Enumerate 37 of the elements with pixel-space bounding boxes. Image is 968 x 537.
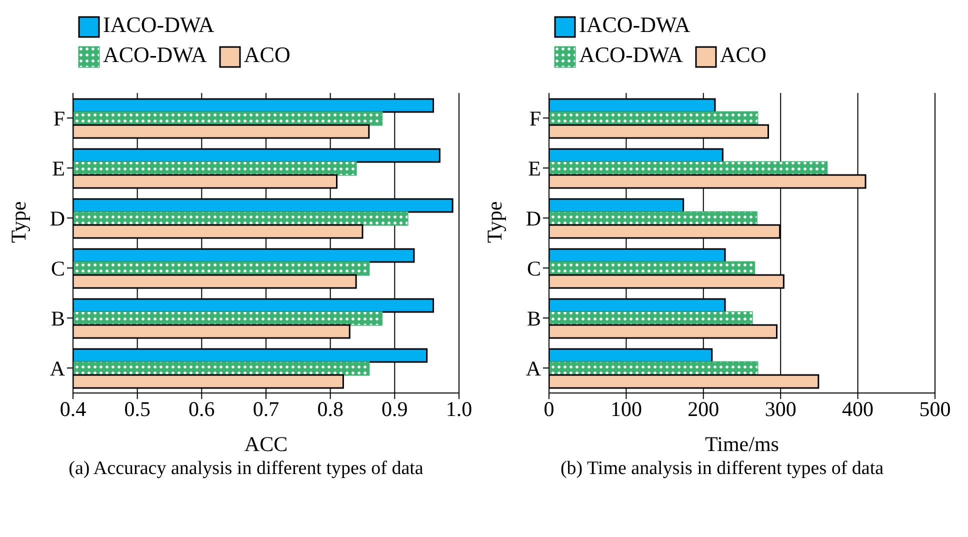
y-axis-title: Type xyxy=(482,201,506,243)
legend-label: IACO-DWA xyxy=(102,12,214,38)
y-tick-label: E xyxy=(52,156,65,180)
y-tick-label: C xyxy=(50,256,65,280)
y-tick-label: F xyxy=(53,106,65,130)
legend-label: ACO-DWA xyxy=(578,42,683,68)
y-tick-label: D xyxy=(526,206,541,230)
x-tick-label: 0.5 xyxy=(124,396,150,421)
x-tick-label: 0.4 xyxy=(60,396,87,421)
x-axis-title: ACC xyxy=(244,432,288,456)
x-tick-label: 100 xyxy=(610,396,642,421)
text: (b) Time analysis in different types of data xyxy=(559,458,885,480)
x-tick-label: 0.7 xyxy=(252,396,280,421)
text: (a) Accuracy analysis in different types of data xyxy=(68,458,424,480)
legend-label: ACO xyxy=(242,42,290,68)
x-tick-label: 0.6 xyxy=(188,396,215,421)
y-tick-label: B xyxy=(526,306,541,330)
x-tick-label: 300 xyxy=(764,396,796,421)
x-tick-label: 500 xyxy=(919,396,951,421)
x-tick-label: 1.0 xyxy=(446,396,472,421)
x-tick-label: 400 xyxy=(842,396,874,421)
legend-label: IACO-DWA xyxy=(578,12,690,38)
legend-label: ACO-DWA xyxy=(102,42,207,68)
y-tick-label: A xyxy=(50,356,66,380)
x-tick-label: 200 xyxy=(688,396,720,421)
y-tick-label: D xyxy=(50,206,65,230)
y-tick-label: B xyxy=(50,306,65,330)
x-tick-label: 0.9 xyxy=(382,396,408,421)
y-axis-title: Type xyxy=(6,201,30,243)
x-tick-label: 0.8 xyxy=(317,396,344,421)
y-tick-label: F xyxy=(529,106,541,130)
y-tick-label: E xyxy=(528,156,541,180)
x-axis-title: Time/ms xyxy=(705,432,779,456)
y-tick-label: A xyxy=(526,356,542,380)
x-tick-label: 0 xyxy=(544,396,554,421)
legend-label: ACO xyxy=(718,42,766,68)
y-tick-label: C xyxy=(526,256,541,280)
